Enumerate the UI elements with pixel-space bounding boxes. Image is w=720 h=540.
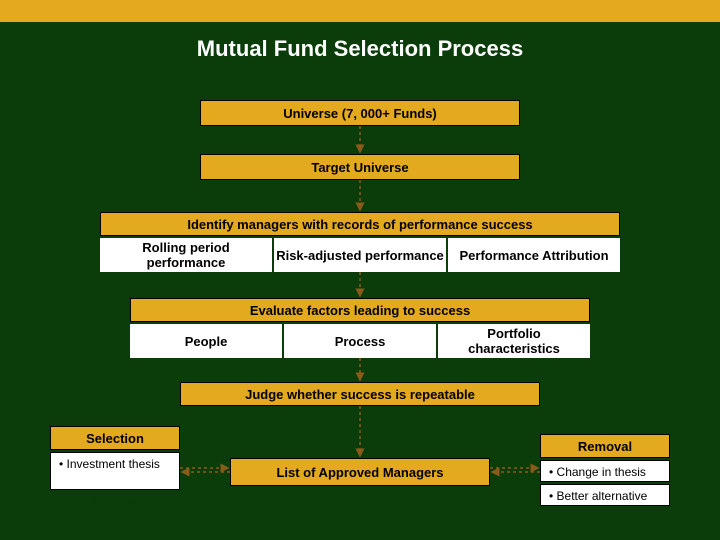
step-identify-label: Identify managers with records of perfor…	[187, 217, 532, 232]
step4-sub-c: Portfolio characteristics	[438, 324, 590, 358]
removal-header-label: Removal	[578, 439, 632, 454]
step4-sub-a: People	[130, 324, 282, 358]
removal-item-a-label: • Change in thesis	[549, 465, 646, 479]
step-target-label: Target Universe	[311, 160, 408, 175]
selection-header-label: Selection	[86, 431, 144, 446]
selection-item-a-label: • Investment thesis	[59, 457, 160, 471]
step-evaluate-label: Evaluate factors leading to success	[250, 303, 470, 318]
step-universe: Universe (7, 000+ Funds)	[200, 100, 520, 126]
step3-sub-c: Performance Attribution	[448, 238, 620, 272]
top-bar	[0, 0, 720, 22]
step3-sub-b-label: Risk-adjusted performance	[276, 248, 444, 263]
removal-item-a: • Change in thesis	[540, 460, 670, 482]
step3-sub-a-label: Rolling period performance	[102, 240, 270, 270]
step3-sub-b: Risk-adjusted performance	[274, 238, 446, 272]
step4-sub-c-label: Portfolio characteristics	[440, 326, 588, 356]
selection-item-b: •Team discussion	[54, 494, 147, 508]
approved-label: List of Approved Managers	[276, 465, 443, 480]
removal-header: Removal	[540, 434, 670, 458]
page-title: Mutual Fund Selection Process	[0, 36, 720, 62]
step4-sub-b-label: Process	[335, 334, 386, 349]
removal-item-b: • Better alternative	[540, 484, 670, 506]
step4-sub-a-label: People	[185, 334, 228, 349]
step-universe-label: Universe (7, 000+ Funds)	[283, 106, 437, 121]
selection-header: Selection	[50, 426, 180, 450]
step-evaluate: Evaluate factors leading to success	[130, 298, 590, 322]
step4-sub-b: Process	[284, 324, 436, 358]
step3-sub-a: Rolling period performance	[100, 238, 272, 272]
step3-sub-c-label: Performance Attribution	[459, 248, 608, 263]
step-target: Target Universe	[200, 154, 520, 180]
step-identify: Identify managers with records of perfor…	[100, 212, 620, 236]
step-judge: Judge whether success is repeatable	[180, 382, 540, 406]
step-judge-label: Judge whether success is repeatable	[245, 387, 475, 402]
removal-item-b-label: • Better alternative	[549, 489, 647, 503]
selection-item-b-label: •Team discussion	[54, 494, 147, 508]
selection-item-a: • Investment thesis	[50, 452, 180, 490]
approved-box: List of Approved Managers	[230, 458, 490, 486]
